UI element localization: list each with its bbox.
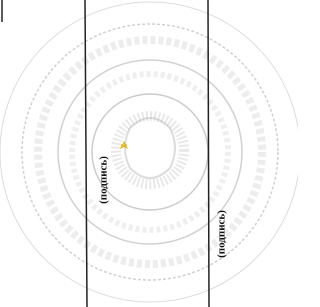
signature-label: (подпись) xyxy=(216,210,228,258)
signature-label: (подпись) xyxy=(98,156,110,204)
column-line xyxy=(208,0,209,307)
document-fragment: (подпись) (подпись) xyxy=(0,0,298,307)
